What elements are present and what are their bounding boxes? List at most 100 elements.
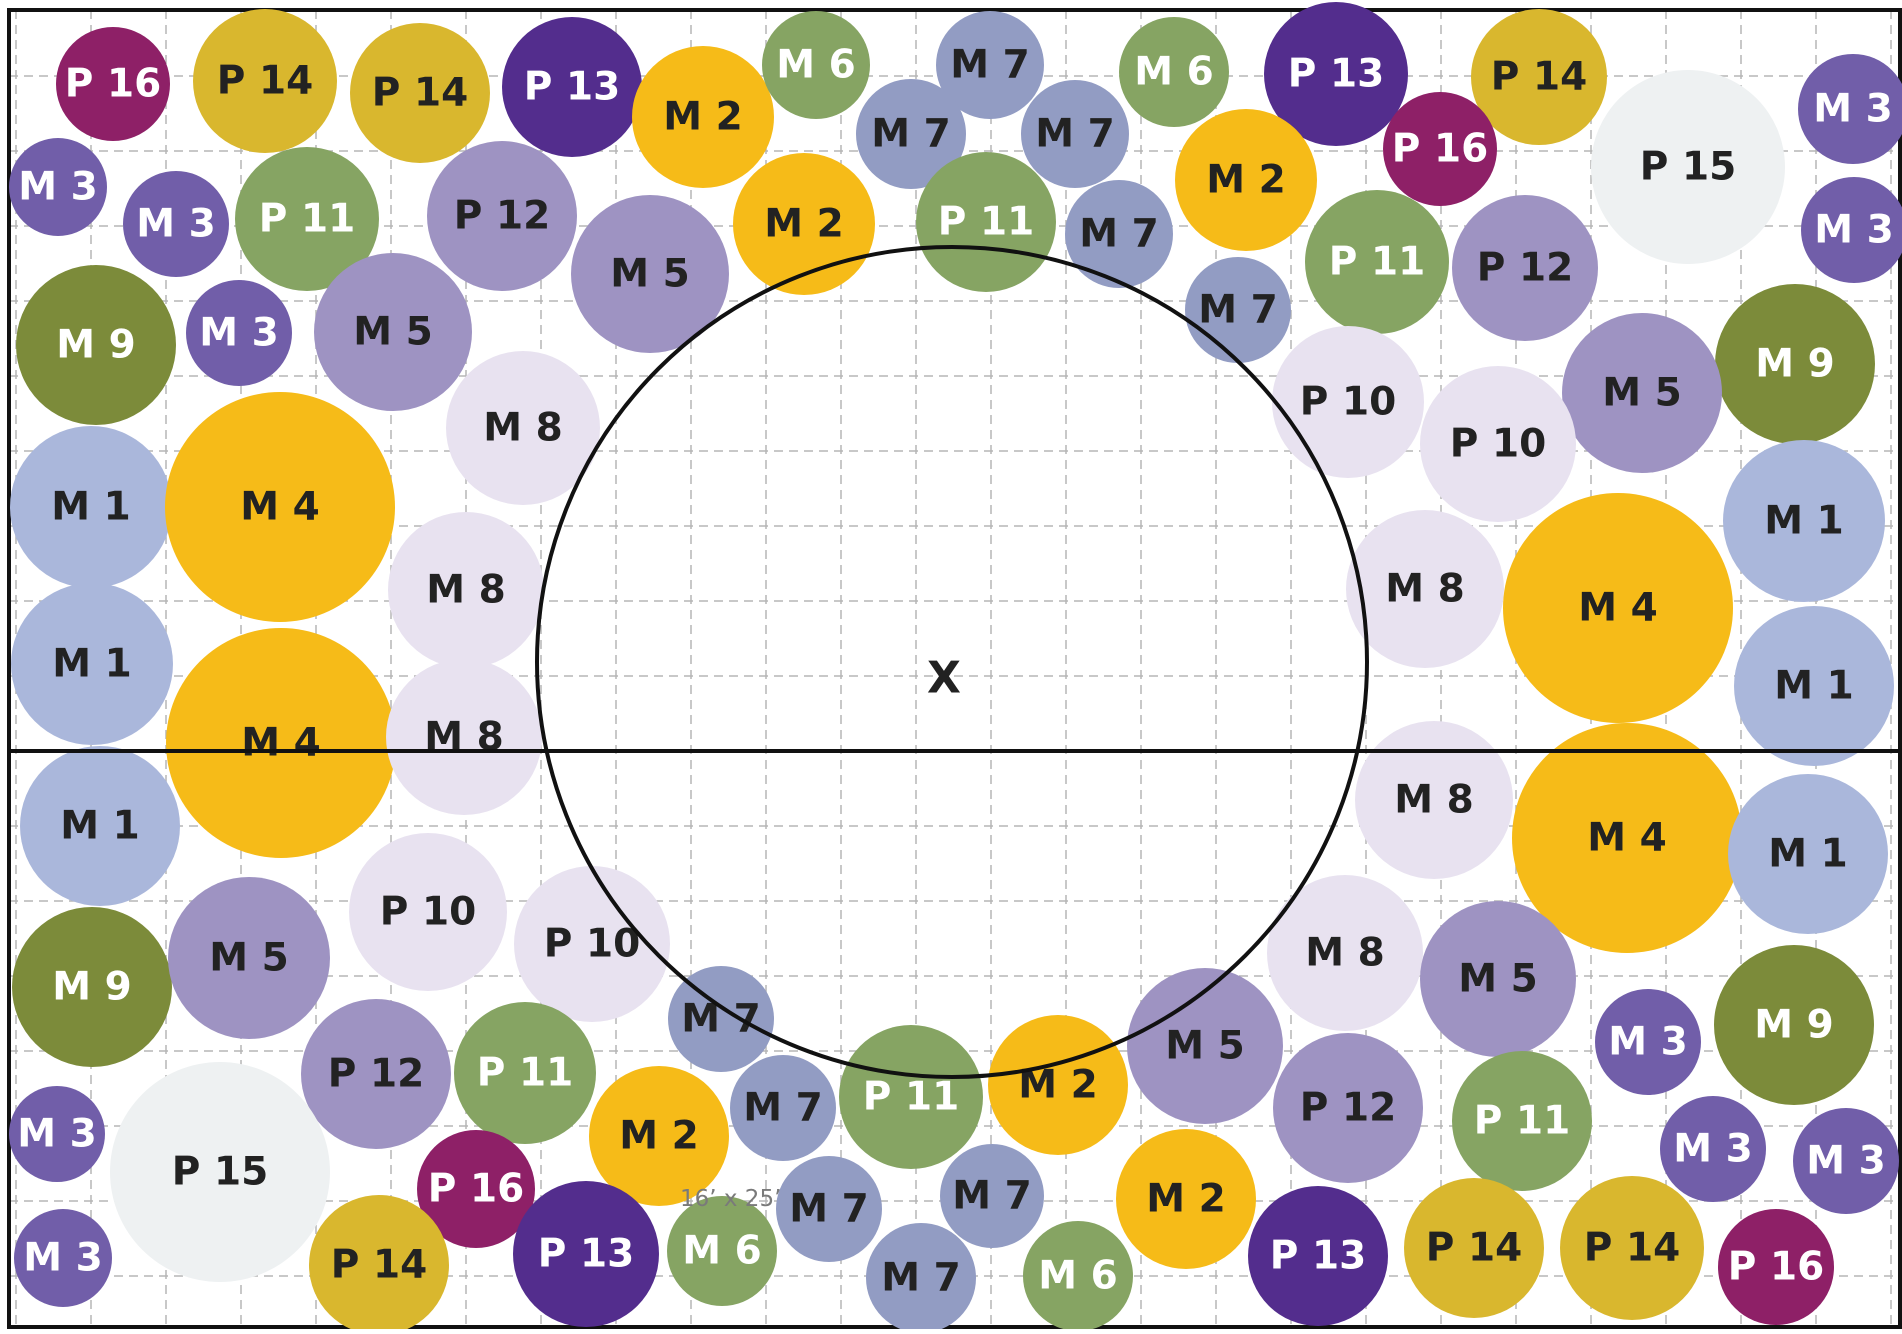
plant-circle: [730, 1055, 836, 1161]
plant-label: P 11: [863, 1075, 959, 1120]
plant-circle: [1021, 80, 1129, 188]
plant-p10: P 10: [514, 866, 670, 1022]
plant-m3: M 3: [123, 171, 229, 277]
plant-circle: [1660, 1096, 1766, 1202]
plant-p11: P 11: [1305, 190, 1449, 334]
plant-circle: [936, 11, 1044, 119]
plant-p14: P 14: [1404, 1178, 1544, 1318]
plant-label: P 16: [428, 1167, 524, 1212]
plant-circle: [1718, 1209, 1834, 1325]
plant-circle: [168, 877, 330, 1039]
plant-circle: [1452, 1051, 1592, 1191]
plant-label: P 14: [331, 1243, 427, 1288]
plant-m7: M 7: [776, 1156, 882, 1262]
plant-m3: M 3: [1793, 1108, 1899, 1214]
plant-label: M 4: [1578, 586, 1658, 631]
plant-label: M 3: [18, 165, 98, 210]
plant-label: M 5: [1602, 371, 1682, 416]
plant-label: M 8: [483, 406, 563, 451]
plant-circle: [1175, 109, 1317, 251]
plant-m4: M 4: [166, 628, 396, 858]
plant-circle: [988, 1015, 1128, 1155]
plant-m8: M 8: [388, 512, 544, 668]
plant-p13: P 13: [513, 1181, 659, 1327]
plant-p11: P 11: [235, 147, 379, 291]
plant-p16: P 16: [56, 27, 170, 141]
plant-circle: [502, 17, 642, 157]
plant-m2: M 2: [988, 1015, 1128, 1155]
plant-p12: P 12: [1452, 195, 1598, 341]
plant-circle: [1562, 313, 1722, 473]
plant-label: P 11: [259, 197, 355, 242]
plant-circle: [427, 141, 577, 291]
plant-circle: [1503, 493, 1733, 723]
plant-p12: P 12: [301, 999, 451, 1149]
plant-circle: [1355, 721, 1513, 879]
plant-circle: [1023, 1221, 1133, 1331]
plant-label: M 1: [1768, 832, 1848, 877]
plant-m1: M 1: [11, 583, 173, 745]
plant-m4: M 4: [165, 392, 395, 622]
plant-m3: M 3: [1595, 989, 1701, 1095]
plant-circle: [1272, 326, 1424, 478]
plant-label: P 14: [372, 71, 468, 116]
plant-m3: M 3: [14, 1209, 112, 1307]
plant-circle: [349, 833, 507, 991]
plant-p15: P 15: [110, 1062, 330, 1282]
plant-circle: [1420, 366, 1576, 522]
plant-label: M 6: [1038, 1254, 1118, 1299]
plant-circle: [1264, 2, 1408, 146]
plant-label: P 12: [1300, 1086, 1396, 1131]
plant-m8: M 8: [1346, 510, 1504, 668]
plant-label: P 12: [328, 1052, 424, 1097]
plant-circle: [1560, 1176, 1704, 1320]
plant-m3: M 3: [1798, 54, 1902, 164]
plant-circle: [1591, 70, 1785, 264]
plant-m5: M 5: [1127, 968, 1283, 1124]
plant-label: M 2: [764, 202, 844, 247]
plant-label: P 13: [1288, 52, 1384, 97]
plant-label: M 6: [682, 1229, 762, 1274]
plant-p12: P 12: [427, 141, 577, 291]
plant-label: M 3: [1814, 208, 1894, 253]
plant-label: P 13: [524, 65, 620, 110]
plant-p14: P 14: [309, 1195, 449, 1334]
plant-label: P 11: [938, 200, 1034, 245]
plant-label: M 9: [52, 965, 132, 1010]
plant-circle: [14, 1209, 112, 1307]
plant-m2: M 2: [632, 46, 774, 188]
plant-m2: M 2: [733, 153, 875, 295]
plant-m4: M 4: [1503, 493, 1733, 723]
plant-circle: [1798, 54, 1902, 164]
plant-m3: M 3: [9, 1086, 105, 1182]
plant-label: M 5: [209, 936, 289, 981]
plant-label: P 10: [1450, 422, 1546, 467]
plant-label: M 1: [51, 485, 131, 530]
plant-circle: [940, 1144, 1044, 1248]
plant-circle: [632, 46, 774, 188]
plant-m7: M 7: [1185, 257, 1291, 363]
plant-label: P 10: [380, 890, 476, 935]
plant-m7: M 7: [866, 1223, 976, 1333]
plant-m5: M 5: [571, 195, 729, 353]
plant-label: P 14: [1426, 1226, 1522, 1271]
plant-label: M 2: [619, 1114, 699, 1159]
plant-label: P 14: [1491, 55, 1587, 100]
plant-circle: [1346, 510, 1504, 668]
plant-m7: M 7: [940, 1144, 1044, 1248]
plant-label: M 7: [1198, 288, 1278, 333]
plant-label: M 8: [1305, 931, 1385, 976]
plant-m7: M 7: [730, 1055, 836, 1161]
plant-label: P 11: [477, 1051, 573, 1096]
plant-m3: M 3: [9, 138, 107, 236]
plant-label: M 4: [1587, 816, 1667, 861]
plant-circle: [514, 866, 670, 1022]
plant-p11: P 11: [454, 1002, 596, 1144]
plant-label: M 2: [663, 95, 743, 140]
plant-circle: [123, 171, 229, 277]
plant-circle: [1273, 1033, 1423, 1183]
plant-label: M 7: [871, 112, 951, 157]
plant-m3: M 3: [1801, 177, 1902, 283]
